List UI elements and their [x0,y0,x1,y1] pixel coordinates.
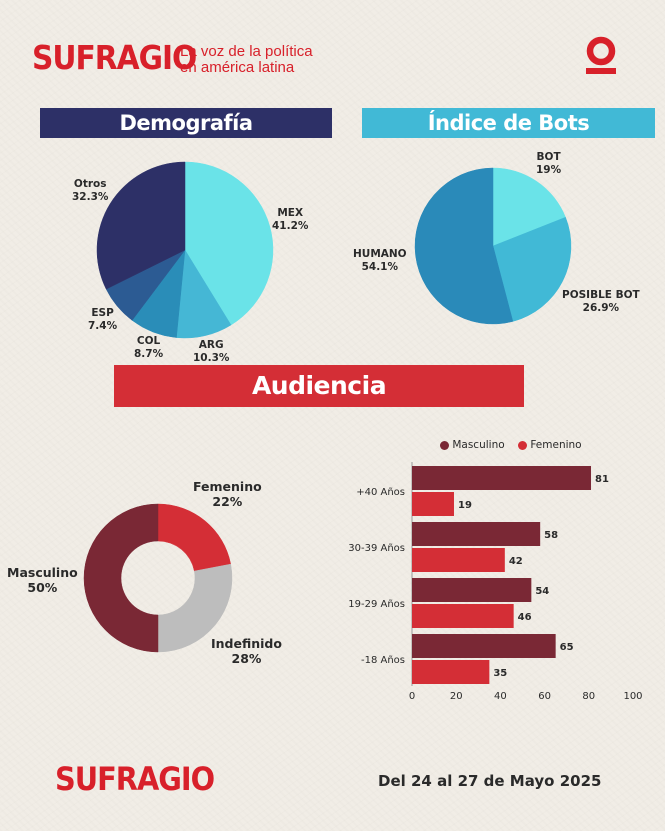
bar-value-label: 19 [458,500,472,511]
corner-logo [585,35,617,77]
pie-label-humano: HUMANO 54.1% [353,248,407,273]
footer-logo: SUFRAGIO [55,760,215,798]
bar-x-tick-label: 60 [538,691,551,702]
legend-label-femenino: Femenino [530,439,582,451]
bar-femenino-19-29-a-os [412,604,514,628]
demografia-banner: Demografía [40,108,332,138]
bar-value-label: 58 [544,530,558,541]
bar-value-label: 54 [535,586,549,597]
tagline-line-2: en américa latina [180,59,295,76]
bar-value-label: 35 [493,668,507,679]
pie-label-mex: MEX 41.2% [272,207,309,232]
pie-label-posible-bot: POSIBLE BOT 26.9% [562,289,640,314]
header-logo: SUFRAGIO [32,38,197,77]
pie-label-esp: ESP 7.4% [88,307,118,332]
audiencia-donut-slice-femenino [157,503,231,572]
bar-femenino-18-a-os [412,660,490,684]
demografia-slice-mex [184,161,274,326]
corner-logo-icon [586,36,616,74]
bar-x-tick-label: 0 [409,691,415,702]
footer-date: Del 24 al 27 de Mayo 2025 [378,772,602,790]
pie-label-col: COL 8.7% [134,335,164,360]
bar-masculino-19-29-a-os [412,578,532,602]
legend-dot-masculino [440,440,449,450]
bar-category-label: -18 Años [361,655,405,666]
header-tagline: La voz de la política en américa latina [180,44,313,76]
bar-x-tick-label: 80 [582,691,595,702]
legend-dot-femenino [518,440,527,450]
bar-masculino-30-39-a-os [412,522,541,546]
legend-label-masculino: Masculino [452,439,505,451]
pie-label-bot: BOT 19% [536,151,562,176]
bots-slice-bot [492,167,566,247]
audiencia-donut-slice-indefinido [157,563,233,653]
bar-femenino-40-a-os [412,492,454,516]
bar-x-tick-label: 40 [494,691,507,702]
bar-category-label: +40 Años [356,487,405,498]
donut-label-masculino: Masculino 50% [7,565,78,595]
tagline-line-1: La voz de la política [180,43,313,60]
audiencia-donut-slice-masculino [83,503,159,653]
demografia-slice-otros [96,161,186,290]
bar-legend: Masculino Femenino [440,439,582,453]
bar-femenino-30-39-a-os [412,548,505,572]
audiencia-banner: Audiencia [114,365,524,407]
bar-masculino-40-a-os [412,466,592,490]
pie-label-otros: Otros 32.3% [72,178,109,203]
bar-value-label: 81 [595,474,609,485]
bar-value-label: 65 [560,642,574,653]
bar-value-label: 46 [518,612,532,623]
pie-label-arg: ARG 10.3% [193,339,230,364]
bots-slice-posible-bot [492,216,572,322]
bots-slice-humano [414,167,514,325]
bar-category-label: 30-39 Años [348,543,405,554]
bar-value-label: 42 [509,556,523,567]
bar-masculino-18-a-os [412,634,556,658]
bots-banner: Índice de Bots [362,108,655,138]
donut-label-femenino: Femenino 22% [193,479,262,509]
bar-x-tick-label: 20 [450,691,463,702]
bar-x-tick-label: 100 [623,691,642,702]
bar-category-label: 19-29 Años [348,599,405,610]
donut-label-indefinido: Indefinido 28% [211,636,282,666]
